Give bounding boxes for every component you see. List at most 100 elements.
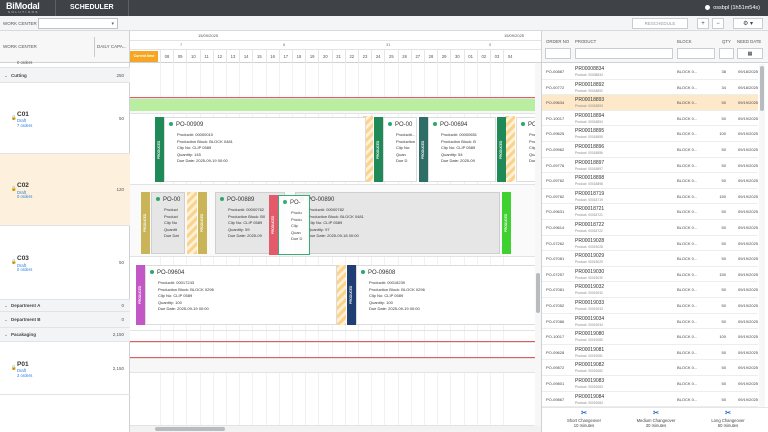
order-row[interactable]: PO-09628 PR00019081 Product: 00019081 BLOCK… (542, 345, 758, 361)
scheduler-module-tab[interactable]: SCHEDULER (55, 0, 129, 16)
daily-capacity-column-header[interactable]: DAILY CAPA... (97, 44, 127, 49)
scroll-thumb[interactable] (760, 66, 764, 111)
order-card[interactable]: PO-00890 Product#: 00000782 Production Blo… (295, 192, 500, 254)
order-card[interactable]: PO-00 Product Product Clip No Quantit Due Dat (151, 192, 185, 254)
day-label: 16 (265, 50, 279, 63)
scroll-thumb[interactable] (536, 273, 540, 313)
work-center-row[interactable]: 0 orders (0, 32, 130, 68)
qty-value: 50 (721, 256, 726, 262)
order-count: 0 orders (17, 267, 33, 272)
dragged-order-card[interactable]: PO- Produ Produ Clip Quan Due D (278, 195, 310, 255)
order-row[interactable]: PO-09962 PR00018896 Product: 00018896 BLOCK… (542, 142, 758, 158)
work-center-row[interactable]: 🔒 P01 Draft 3 orders 2,150 (0, 342, 130, 395)
orders-scrollbar[interactable] (759, 64, 765, 407)
order-card[interactable]: PO-00694 Product#: 00000651 Production Blo… (428, 117, 496, 182)
order-row[interactable]: PO-07257 PR00019030 Product: 00019030 BLOCK… (542, 267, 758, 283)
order-row[interactable]: PO-09614 PR00018722 Product: 00018722 BLOCK… (542, 220, 758, 236)
block-filter[interactable] (677, 48, 715, 59)
work-center-select[interactable]: ▾ (38, 18, 118, 29)
scissors-icon: ✂ (581, 410, 587, 417)
order-card[interactable]: PO-09604 Product#: 00017243 Production Blo… (145, 265, 337, 325)
zoom-out-button[interactable]: − (712, 18, 724, 29)
need-date-value: 09/19/2025 (738, 147, 759, 152)
product-sub: Product: 00018721 (575, 213, 603, 218)
order-row[interactable]: PO-00772 PR00018892 Product: 00018892 BLOCK… (542, 80, 758, 96)
expand-chevron-icon[interactable]: ⌄ (4, 317, 8, 322)
need-date-value: 09/19/2025 (738, 115, 759, 121)
order-row[interactable]: PO-09801 PR00019083 Product: 00019083 BLOCK… (542, 376, 758, 392)
order-no-column-header[interactable]: ORDER NO (546, 39, 570, 44)
order-row[interactable]: PO-09634 PR00018893 Product: 00018893 BLOCK… (542, 95, 758, 111)
order-clip: Clip No: CLIP 0589 (369, 293, 404, 298)
product-filter[interactable] (575, 48, 673, 59)
order-row[interactable]: PO-09872 PR00019082 Product: 00019082 BLOCK… (542, 360, 758, 376)
day-label: 11 (199, 50, 213, 63)
order-block: Production Block: B (396, 138, 416, 144)
order-clip: Clip No: CLIP 0589 (308, 220, 343, 225)
product-sub: Product: 00019082 (575, 369, 603, 374)
order-row[interactable]: PO-09762 PR00018898 Product: 00018898 BLOCK… (542, 173, 758, 189)
need-date-value: 09/19/2025 (738, 193, 759, 199)
order-card[interactable]: PO-00 Product#...Production Block: BClip … (383, 117, 417, 182)
order-row[interactable]: PO-09867 PR00019084 Product: 00019084 BLOCK… (542, 392, 758, 408)
order-row[interactable]: PO-10017 PR00018894 Product: 00018894 BLOCK… (542, 111, 758, 127)
qty-filter[interactable] (719, 48, 734, 59)
legend-long-changeover: ✂ Long Changeover 60 minutes (698, 410, 758, 428)
day-label: 21 (331, 50, 345, 63)
order-row[interactable]: PO-07052 PR00019033 Product: 00019033 BLOCK… (542, 298, 758, 314)
order-product: Produ (291, 210, 302, 215)
order-row[interactable]: PO-07086 PR00019034 Product: 00019034 BLOCK… (542, 314, 758, 330)
need-date-value: 09/19/2025 (738, 256, 759, 262)
work-center-row[interactable]: ⌄ Department A 0 (0, 300, 130, 312)
scroll-thumb[interactable] (155, 427, 225, 431)
expand-chevron-icon[interactable]: ⌄ (4, 303, 8, 308)
order-due: Due Dat (164, 233, 179, 238)
order-qty: Quantity: 54 (441, 151, 463, 157)
work-center-column-header[interactable]: WORK CENTER (3, 44, 37, 49)
user-menu[interactable]: ossbpl (1h51m54s) (705, 0, 760, 16)
qty-value: 50 (721, 381, 726, 386)
order-row[interactable]: PO-00887 PR00008834 Product: 00008834 BLOCK… (542, 64, 758, 80)
work-center-row[interactable]: 🔒 C03 Draft 0 orders 50 (0, 226, 130, 300)
product-column-header[interactable]: PRODUCT (575, 39, 597, 44)
work-center-row[interactable]: ⌄ Cutting 250 (0, 68, 130, 83)
need-date-filter[interactable]: ▦ (737, 48, 763, 59)
qty-column-header[interactable]: QTY (722, 39, 731, 44)
expand-chevron-icon[interactable]: ⌄ (4, 332, 8, 337)
user-icon (705, 5, 711, 11)
gantt-vertical-scrollbar[interactable] (535, 63, 541, 426)
order-title: PO-00694 (433, 122, 467, 128)
block-column-header[interactable]: BLOCK (677, 39, 692, 44)
product-sub: Product: 00019033 (575, 307, 603, 311)
order-row[interactable]: PO-07262 PR00019028 Product: 00019028 BLOCK… (542, 236, 758, 252)
work-center-row[interactable]: ⌄ Pacakaging 2,150 (0, 328, 130, 342)
gantt-horizontal-scrollbar[interactable] (130, 426, 541, 432)
group-name: Department B (11, 317, 41, 322)
product-sub: Product: 00019081 (575, 353, 603, 358)
gantt-chart[interactable]: 15/09/2025 15/09/2025 7 8 31 5 08 09 10 11 1… (130, 31, 541, 432)
qty-value: 50 (721, 318, 726, 324)
reschedule-button[interactable]: RESCHEDULE (632, 18, 688, 29)
work-center-row[interactable]: 🔒 C02 Draft 0 orders 120 (0, 154, 130, 226)
work-center-row[interactable]: 🔒 C01 Draft 7 orders 50 (0, 83, 130, 154)
order-due: Due Date: 2025-09-19 00:00 (369, 306, 420, 311)
product-sub: Product: 00019080 (575, 338, 603, 343)
block-value: BLOCK 0... (677, 84, 698, 90)
block-value: BLOCK 0... (677, 115, 698, 121)
order-row[interactable]: PO-10017 PR00019080 Product: 00019080 BLOCK… (542, 329, 758, 345)
need-date-column-header[interactable]: NEED DATE (737, 39, 762, 44)
zoom-in-button[interactable]: + (697, 18, 709, 29)
settings-button[interactable]: ⚙ ▾ (733, 18, 763, 29)
order-row[interactable]: PO-09631 PR00018721 Product: 00018721 BLOCK… (542, 204, 758, 220)
order-row[interactable]: PO-09782 PR00018719 Product: 00018719 BLOCK… (542, 189, 758, 205)
order-row[interactable]: PO-07081 PR00019029 Product: 00019029 BLOCK… (542, 251, 758, 267)
order-block: Production Block: BLOCK 0296 (369, 286, 425, 292)
order-row[interactable]: PO-09776 PR00018897 Product: 00018897 BLOCK… (542, 158, 758, 174)
order-card[interactable]: PO-00909 Product#: 00000010 Production Blo… (164, 117, 366, 182)
order-no-filter[interactable] (545, 48, 571, 59)
expand-chevron-icon[interactable]: ⌄ (4, 72, 8, 78)
order-row[interactable]: PO-07081 PR00019032 Product: 00019032 BLOCK… (542, 282, 758, 298)
order-row[interactable]: PO-09625 PR00018895 Product: 00018895 BLOCK… (542, 126, 758, 142)
work-center-row[interactable]: ⌄ Department B 0 (0, 312, 130, 328)
order-card[interactable]: PO-09608 Product#: 00018239 Production Blo… (356, 265, 536, 325)
